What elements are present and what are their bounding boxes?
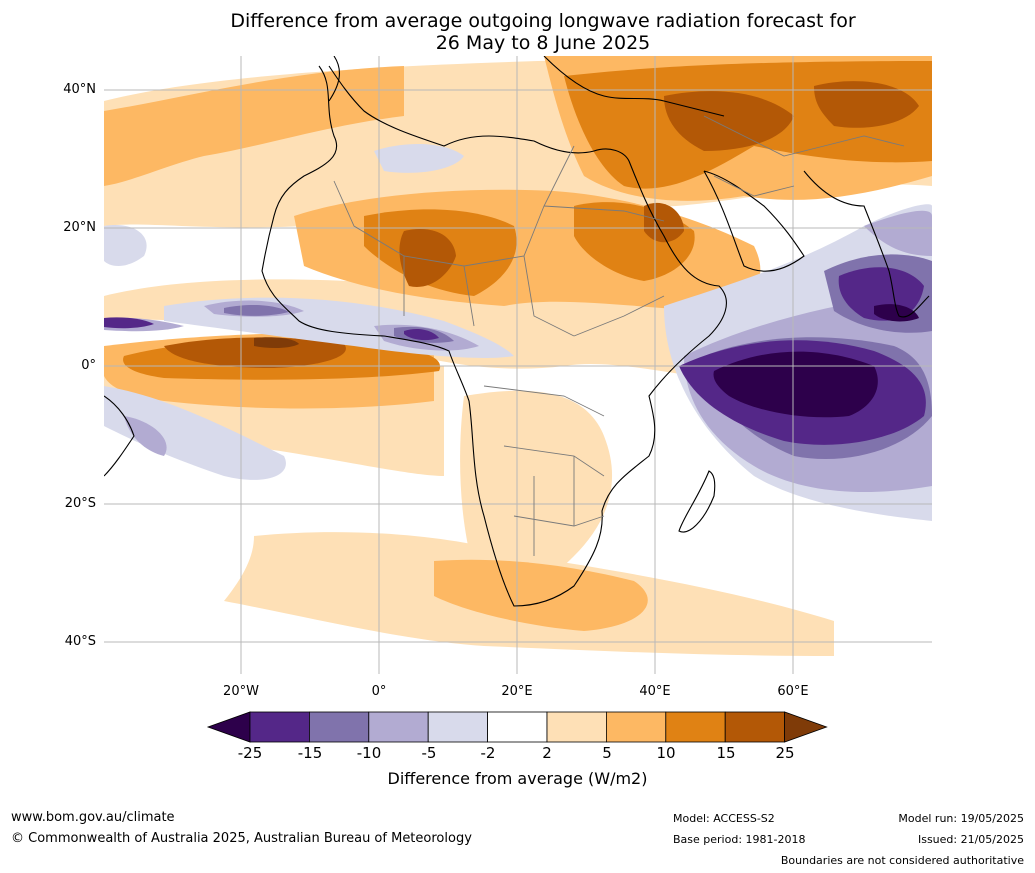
colorbar-tick: -10	[356, 744, 382, 762]
lon-label-40e: 40°E	[639, 684, 671, 699]
map-title: Difference from average outgoing longwav…	[0, 10, 1035, 54]
colorbar-tick: -25	[237, 744, 263, 762]
colorbar-tick: 2	[542, 744, 552, 762]
coastlines	[104, 56, 930, 607]
title-line-1: Difference from average outgoing longwav…	[230, 10, 856, 32]
olr-anomaly-map	[104, 56, 932, 674]
colorbar-segment	[665, 711, 726, 743]
colorbar-segment	[605, 711, 667, 743]
colorbar-tick: 15	[716, 744, 736, 762]
colorbar-segment	[724, 711, 786, 743]
country-borders	[333, 115, 905, 556]
anomaly-fields	[104, 56, 932, 674]
colorbar-label: Difference from average (W/m2)	[387, 769, 648, 788]
colorbar-segment	[368, 711, 429, 743]
colorbar-tick: -5	[421, 744, 437, 762]
colorbar-tick: -15	[297, 744, 323, 762]
lon-label-20e: 20°E	[501, 684, 533, 699]
colorbar-segment	[487, 711, 548, 743]
colorbar-tick: 5	[602, 744, 612, 762]
lat-label-20n: 20°N	[63, 220, 96, 235]
footer-model: Model: ACCESS-S2	[673, 812, 775, 825]
title-line-2: 26 May to 8 June 2025	[435, 32, 651, 54]
colorbar-segment	[546, 711, 607, 743]
lat-label-0: 0°	[81, 358, 96, 373]
colorbar-segment	[309, 711, 370, 743]
colorbar	[206, 711, 828, 743]
lon-label-60e: 60°E	[777, 684, 809, 699]
colorbar-extend-low	[206, 711, 251, 743]
colorbar-segment	[249, 711, 310, 743]
lon-label-0: 0°	[371, 684, 387, 699]
map-canvas	[104, 56, 932, 674]
colorbar-segment	[427, 711, 488, 743]
graticule	[104, 56, 932, 674]
footer-base-period: Base period: 1981-2018	[673, 833, 806, 846]
colorbar-tick: 10	[656, 744, 676, 762]
colorbar-tick: -2	[480, 744, 496, 762]
footer-copyright: © Commonwealth of Australia 2025, Austra…	[11, 831, 472, 846]
lat-label-40n: 40°N	[63, 82, 96, 97]
colorbar-tick: 25	[775, 744, 795, 762]
footer-model-run: Model run: 19/05/2025	[898, 812, 1024, 825]
lat-label-20s: 20°S	[64, 496, 96, 511]
colorbar-extend-high	[784, 711, 828, 743]
lat-label-40s: 40°S	[64, 634, 96, 649]
footer-disclaimer: Boundaries are not considered authoritat…	[780, 854, 1024, 867]
footer-issued: Issued: 21/05/2025	[917, 833, 1024, 846]
footer-url[interactable]: www.bom.gov.au/climate	[11, 810, 175, 825]
lon-label-20w: 20°W	[223, 684, 259, 699]
